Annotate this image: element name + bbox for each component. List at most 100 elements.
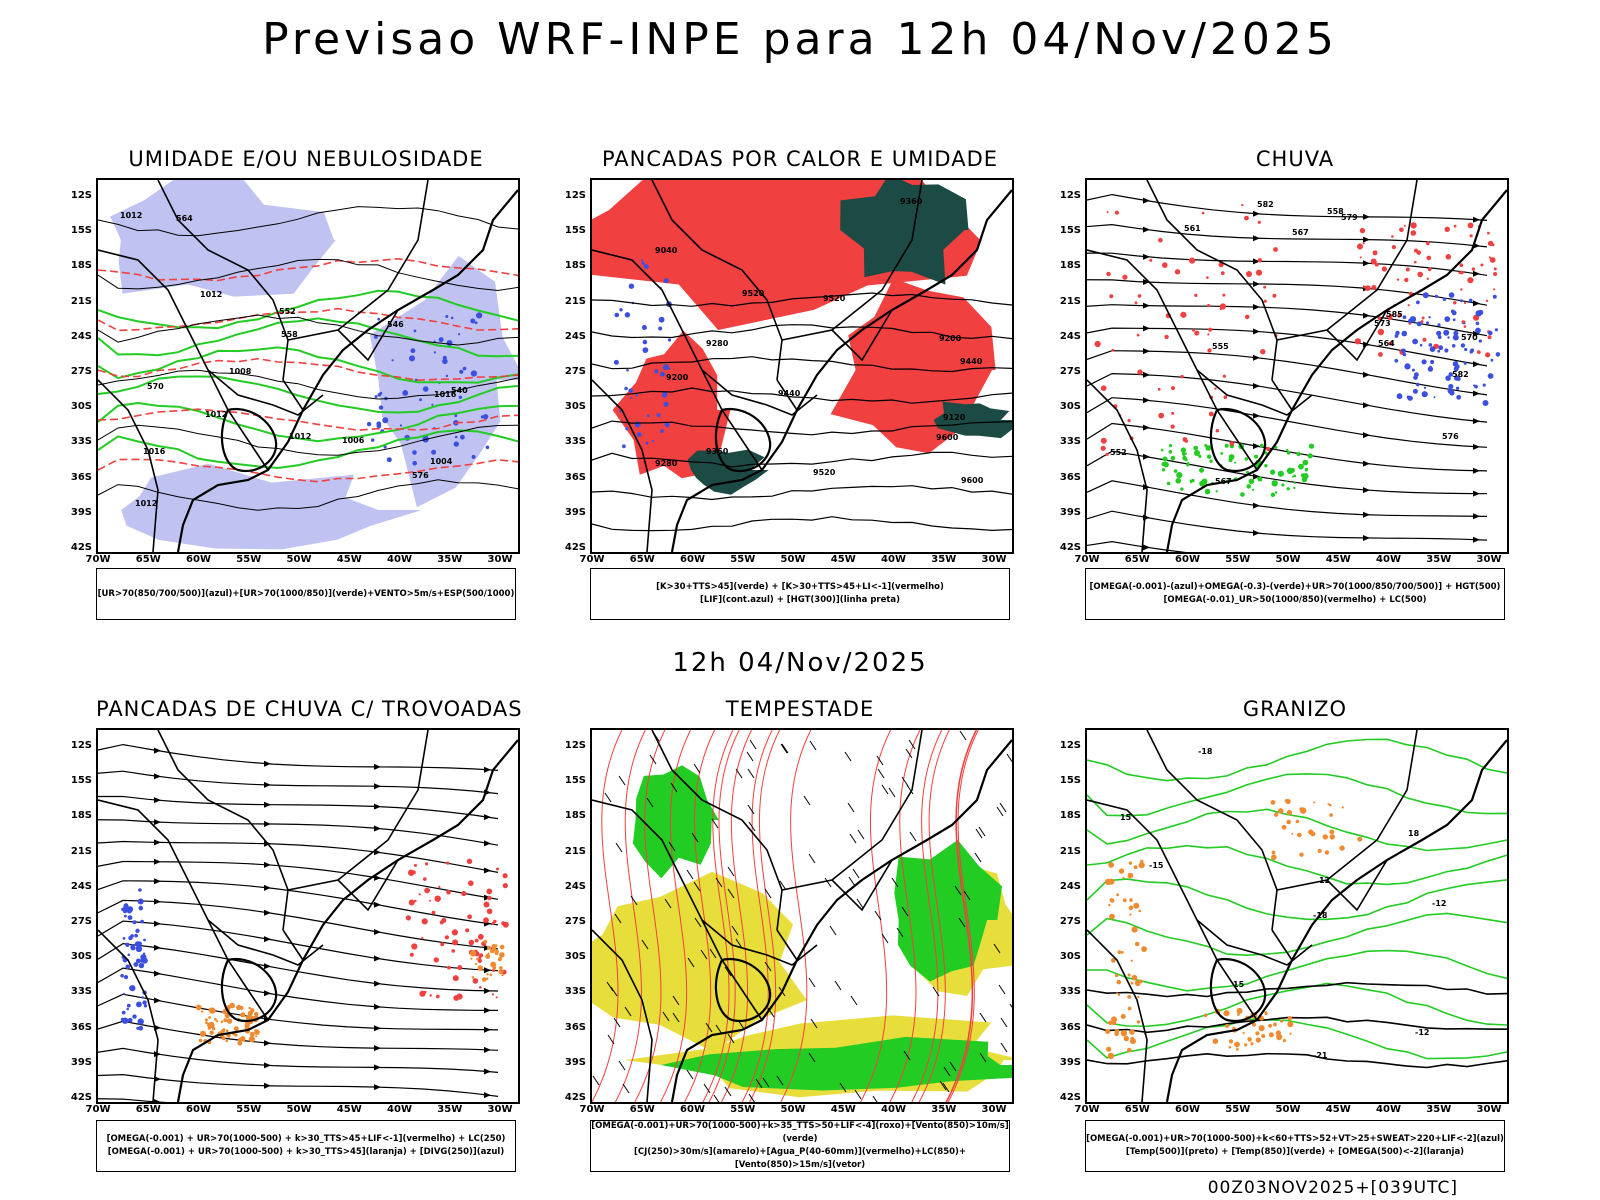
strong-omega-region [1181,451,1186,456]
panel-title: UMIDADE E/OU NEBULOSIDADE [128,147,484,171]
omega-region [1401,348,1406,354]
latitude-tick-label: 21S [564,295,586,307]
omega-500-region [1133,865,1138,870]
thunderstorm-region [457,965,463,971]
temperature-500-contour [1087,981,1507,998]
omega-region [1416,382,1420,387]
streamline-250hpa-arrow [264,1040,271,1047]
latitude-tick-label: 27S [1059,916,1081,927]
strong-omega-region [1286,467,1294,474]
strong-omega-region [1201,478,1208,485]
geopotential-500-line-arrow [1363,213,1370,220]
omega-500-region [1127,872,1134,879]
streamline-250hpa-arrow [154,920,161,927]
omega-region [1433,396,1436,399]
strong-omega-region [1260,443,1264,448]
streamline-250hpa [98,993,499,1031]
omega-humidity-region [1266,446,1271,452]
shower-region [216,1020,219,1023]
strong-omega-region [1161,468,1166,472]
state-border [766,394,818,416]
latitude-tick-label: 30S [1059,401,1081,413]
temperature-850-contour [1087,878,1507,921]
geopotential-500-line-arrow [1253,354,1260,361]
omega-humidity-region [1174,269,1181,275]
geopotential-500-line [1087,327,1488,367]
lifted-index-contour [626,368,629,372]
omega-humidity-region [1194,293,1198,297]
omega-500-region [1111,1016,1117,1023]
omega-humidity-region [1257,220,1261,224]
humidity-core [476,312,483,319]
omega-humidity-region [1426,255,1432,261]
omega-region [1475,327,1481,334]
divergence-region [137,898,144,905]
strong-omega-region [1285,480,1288,483]
omega-region [1460,299,1463,303]
omega-region [1437,349,1441,353]
humidity-core [431,403,434,406]
streamline-250hpa-arrow [264,1082,271,1089]
longitude-tick-label: 50W [780,1104,806,1115]
humidity-core [422,386,429,392]
humidity-core [402,390,409,396]
omega-500-region [1111,958,1116,963]
wind-vector-850hpa [687,957,695,968]
omega-humidity-region [1381,266,1387,272]
thickness-contour [98,257,518,282]
shower-region [497,957,502,962]
lifted-index-contour [625,427,629,431]
pressure-isobar [98,424,518,456]
streamline-250hpa [98,840,499,873]
temperature-850-contour [1087,1018,1507,1060]
streamline-250hpa-arrow [264,936,271,943]
thunderstorm-region [438,885,441,889]
shower-region [470,957,473,960]
streamline-250hpa-arrow [264,963,271,970]
omega-humidity-region [1427,267,1432,272]
state-border [282,379,304,411]
contour-label: 582 [1452,370,1469,379]
thickness-contour [98,458,518,483]
longitude-tick-label: 50W [780,554,806,565]
wind-vector-850hpa [709,948,717,959]
latitude-tick-label: 12S [70,740,92,751]
thunderstorm-region [433,957,439,963]
omega-500-region [1281,824,1287,830]
strong-omega-region [1175,478,1181,484]
contour-label: 564 [1378,339,1395,348]
omega-humidity-region [1136,333,1140,337]
wind-vector-850hpa [808,977,816,988]
wind-vector-850hpa [691,832,699,843]
map-canvas [592,730,1012,1102]
longitude-tick-label: 55W [236,1104,262,1115]
humidity-core [458,395,463,399]
omega-region [1452,318,1456,322]
omega-humidity-region [1149,258,1153,262]
omega-500-region [1287,1016,1292,1021]
thunderstorm-region [411,943,418,950]
humidity-core [458,333,461,336]
omega-humidity-region [1453,224,1457,228]
contour-label: 1012 [289,432,311,441]
omega-500-region [1122,898,1127,903]
omega-500-region [1258,1025,1265,1032]
omega-humidity-region [1410,222,1417,229]
divergence-region [130,944,134,948]
state-border [781,180,923,341]
shower-region [485,977,489,980]
omega-humidity-region [1378,352,1383,357]
omega-500-region [1282,1038,1286,1043]
contour-label: 576 [412,471,429,480]
streamline-250hpa-arrow [264,801,271,808]
humidity-core [483,414,489,420]
omega-humidity-region [1405,267,1410,272]
strong-omega-region [1184,452,1187,455]
omega-region [1394,358,1399,363]
geopotential-500-line-arrow [1143,279,1150,286]
state-border [98,379,159,552]
thunderstorm-region [424,887,430,894]
wind-vector-850hpa [857,829,865,840]
humidity-core [433,351,436,354]
strong-omega-region [1286,448,1289,452]
